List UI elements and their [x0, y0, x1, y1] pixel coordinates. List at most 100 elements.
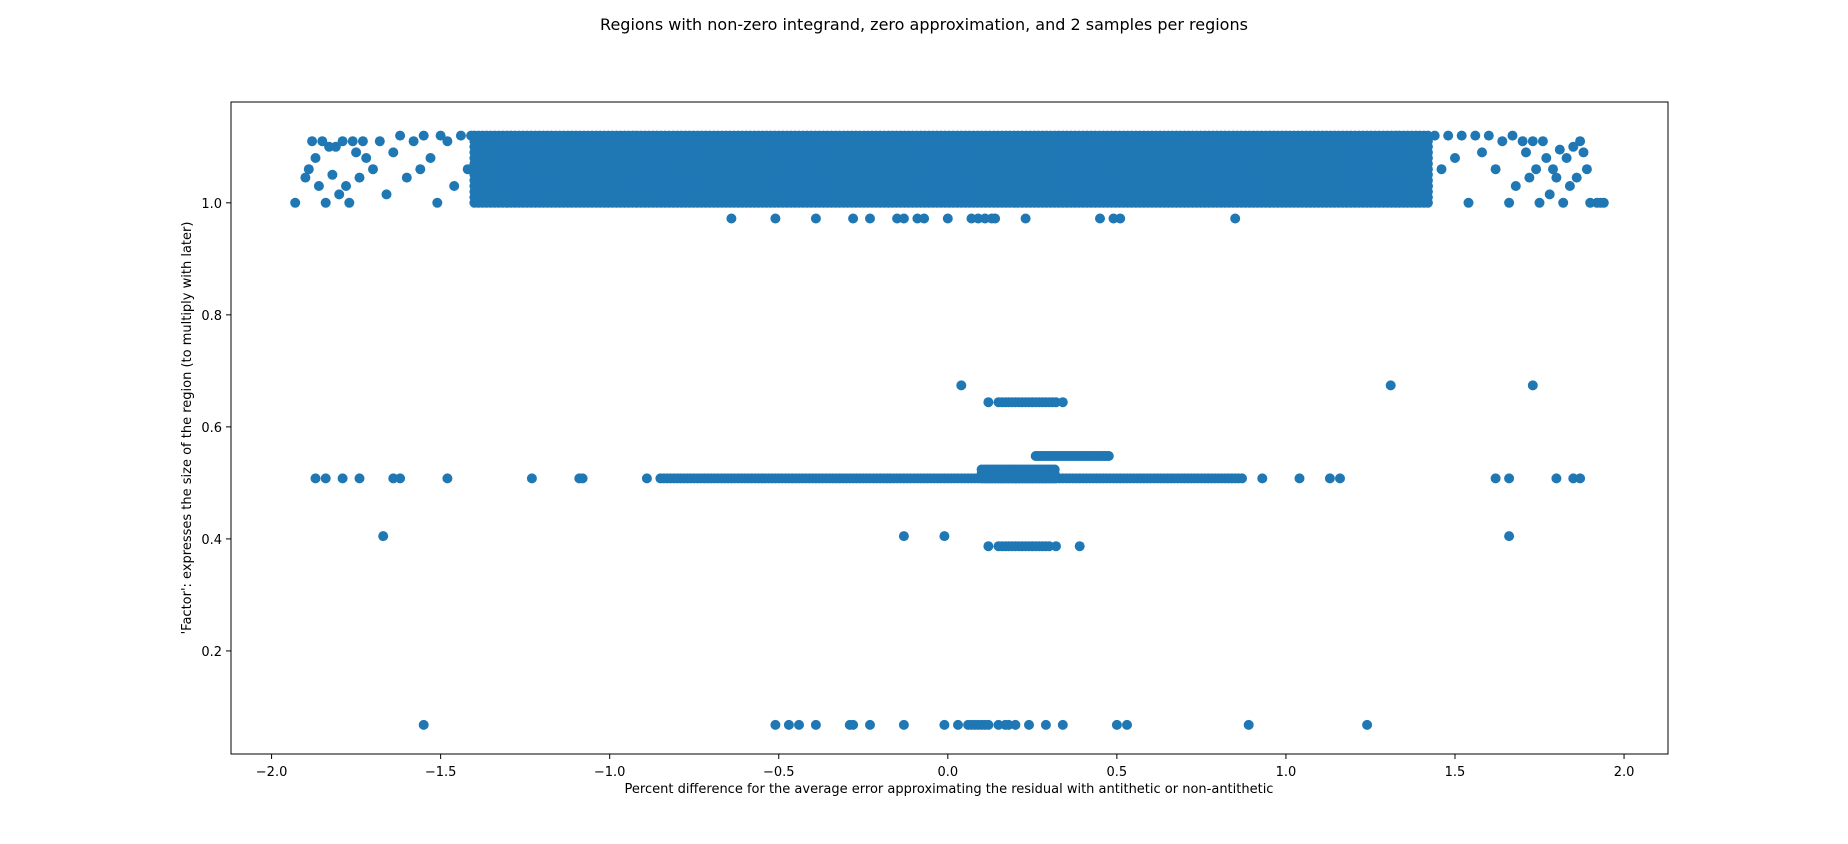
- data-point: [374, 136, 385, 147]
- x-axis-label: Percent difference for the average error…: [625, 782, 1274, 797]
- data-point: [865, 719, 875, 730]
- data-point: [1103, 451, 1114, 461]
- data-point: [1020, 213, 1031, 224]
- data-point: [347, 136, 358, 147]
- y-tick-label: 0.6: [201, 421, 222, 436]
- x-tick-label: 0.0: [937, 765, 958, 780]
- x-tick-label: 0.5: [1107, 765, 1128, 780]
- data-point: [1436, 164, 1447, 175]
- data-point: [1115, 213, 1126, 224]
- data-point: [1362, 719, 1373, 730]
- data-point: [939, 531, 950, 542]
- y-tick-label: 0.8: [201, 309, 222, 324]
- data-point: [848, 213, 859, 224]
- data-point: [1575, 473, 1586, 484]
- data-point: [320, 473, 331, 484]
- x-tick-label: 2.0: [1614, 765, 1635, 780]
- data-point: [1470, 130, 1481, 141]
- data-point: [1578, 147, 1589, 158]
- data-point: [1521, 147, 1531, 158]
- data-point: [313, 181, 324, 191]
- data-point: [1422, 181, 1433, 191]
- data-point: [770, 213, 781, 224]
- data-point: [1544, 189, 1555, 200]
- data-point: [939, 719, 950, 730]
- data-point: [1490, 164, 1501, 175]
- data-point: [898, 531, 909, 542]
- data-point: [1294, 473, 1305, 484]
- data-point: [770, 719, 781, 730]
- data-point: [290, 197, 301, 208]
- data-point: [1450, 153, 1460, 163]
- data-point: [1497, 136, 1508, 147]
- data-point: [408, 136, 419, 147]
- x-tick-label: 1.5: [1445, 765, 1466, 780]
- data-point: [1527, 380, 1538, 391]
- data-point: [361, 153, 372, 163]
- data-point: [1010, 719, 1021, 730]
- data-point: [1558, 197, 1569, 208]
- data-point: [418, 130, 429, 141]
- data-point: [1548, 164, 1558, 175]
- data-point: [1571, 172, 1582, 183]
- data-point: [462, 164, 473, 175]
- data-point: [641, 473, 652, 484]
- data-point: [351, 147, 362, 158]
- data-point: [337, 473, 348, 484]
- data-point: [990, 213, 1001, 224]
- data-point: [1541, 153, 1552, 163]
- data-point: [1561, 153, 1572, 163]
- data-point: [1057, 719, 1068, 730]
- data-point: [577, 473, 588, 484]
- data-point: [354, 172, 365, 183]
- data-point: [1568, 141, 1579, 152]
- data-point: [415, 164, 426, 175]
- data-point: [395, 130, 406, 141]
- x-axis: −2.0 −1.5 −1.0 −0.5 0.0 0.5 1.0 1.5 2.0: [256, 754, 1635, 780]
- data-point: [898, 213, 909, 224]
- data-point: [307, 136, 318, 147]
- data-point: [1504, 197, 1515, 208]
- data-point: [337, 136, 348, 147]
- data-point: [425, 153, 436, 163]
- data-point: [303, 164, 314, 175]
- data-point: [1490, 473, 1501, 484]
- data-point: [1517, 136, 1528, 147]
- data-point: [983, 541, 994, 552]
- data-point: [1507, 130, 1518, 141]
- data-point: [466, 130, 477, 141]
- data-point: [1534, 197, 1545, 208]
- data-point: [1040, 719, 1051, 730]
- data-point: [354, 473, 365, 484]
- data-point: [1483, 130, 1494, 141]
- data-point: [1074, 541, 1085, 552]
- data-point: [1531, 164, 1542, 175]
- data-point: [1477, 147, 1487, 158]
- data-point: [865, 213, 875, 224]
- data-point: [1429, 130, 1440, 141]
- data-point: [1237, 473, 1247, 484]
- data-point: [898, 719, 909, 730]
- data-point: [956, 380, 967, 391]
- data-point: [442, 473, 453, 484]
- data-point: [983, 719, 994, 730]
- data-point: [401, 172, 412, 183]
- data-point: [442, 136, 453, 147]
- data-point: [344, 197, 355, 208]
- data-point: [526, 473, 537, 484]
- data-point: [388, 147, 399, 158]
- data-point: [1554, 144, 1565, 155]
- data-point: [310, 473, 321, 484]
- data-point: [1504, 473, 1515, 484]
- data-point: [983, 397, 994, 408]
- y-tick-label: 0.4: [201, 533, 222, 548]
- data-point: [1564, 181, 1575, 191]
- x-tick-label: −1.0: [594, 765, 626, 780]
- data-point: [1049, 464, 1060, 475]
- data-point: [1095, 213, 1105, 224]
- data-point: [1504, 531, 1515, 542]
- data-point: [810, 719, 821, 730]
- data-point: [1527, 136, 1538, 147]
- data-point: [1243, 719, 1254, 730]
